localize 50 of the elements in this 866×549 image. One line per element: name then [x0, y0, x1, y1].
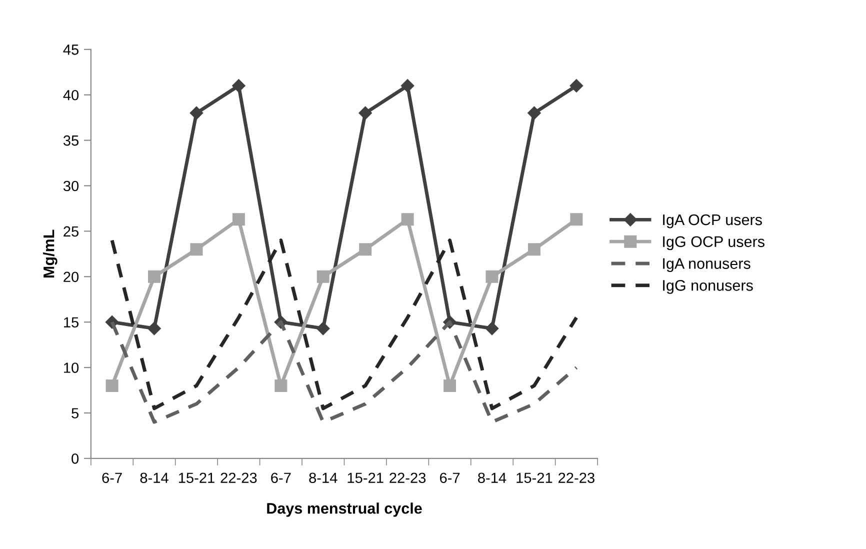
x-axis-title: Days menstrual cycle	[267, 502, 422, 517]
point	[528, 106, 541, 120]
y-tick-label: 30	[63, 180, 79, 192]
point	[400, 79, 414, 92]
y-tick-label: 40	[63, 90, 79, 100]
x-tick-label: 6-7	[440, 472, 460, 484]
y-tick-label: 0	[72, 454, 79, 464]
point	[316, 322, 330, 336]
x-tick-label: 15-21	[516, 472, 552, 484]
x-tick-label: 8-14	[140, 472, 168, 484]
point	[232, 213, 245, 226]
y-axis-title: Mg/mL	[43, 230, 58, 278]
point	[444, 379, 456, 392]
legend-label: IgA nonusers	[663, 258, 750, 272]
point	[358, 106, 372, 120]
x-tick-label: 8-14	[309, 472, 338, 484]
point	[106, 379, 118, 392]
point	[232, 79, 246, 92]
x-tick-label: 15-21	[348, 472, 384, 484]
legend-label: IgG OCP users	[663, 236, 764, 250]
point	[316, 270, 330, 283]
legend-label: IgG nonusers	[663, 280, 753, 294]
point	[148, 322, 161, 336]
point	[570, 213, 583, 226]
point	[528, 243, 540, 256]
point	[190, 243, 203, 256]
point	[486, 270, 498, 283]
point	[485, 322, 499, 336]
y-tick-label: 25	[64, 226, 79, 237]
y-tick-label: 5	[72, 408, 79, 418]
x-tick-label: 6-7	[271, 472, 291, 484]
point	[190, 106, 204, 120]
x-tick-label: 8-14	[478, 472, 506, 484]
y-tick-label: 35	[63, 135, 79, 146]
x-tick-label: 22-23	[558, 472, 594, 484]
line-series	[110, 238, 578, 410]
y-tick-label: 10	[64, 362, 79, 373]
legend-label: IgA OCP users	[663, 214, 762, 228]
point	[274, 379, 288, 392]
point	[570, 79, 584, 92]
x-tick-label: 22-23	[390, 472, 426, 484]
x-tick-label: 22-23	[220, 472, 257, 484]
y-tick-label: 45	[63, 44, 79, 55]
point	[401, 213, 414, 226]
x-tick-label: 15-21	[178, 472, 214, 484]
x-tick-label: 6-7	[102, 472, 122, 484]
y-tick-label: 20	[64, 272, 79, 282]
point	[359, 243, 372, 256]
point	[148, 270, 161, 283]
y-tick-label: 15	[64, 317, 79, 328]
